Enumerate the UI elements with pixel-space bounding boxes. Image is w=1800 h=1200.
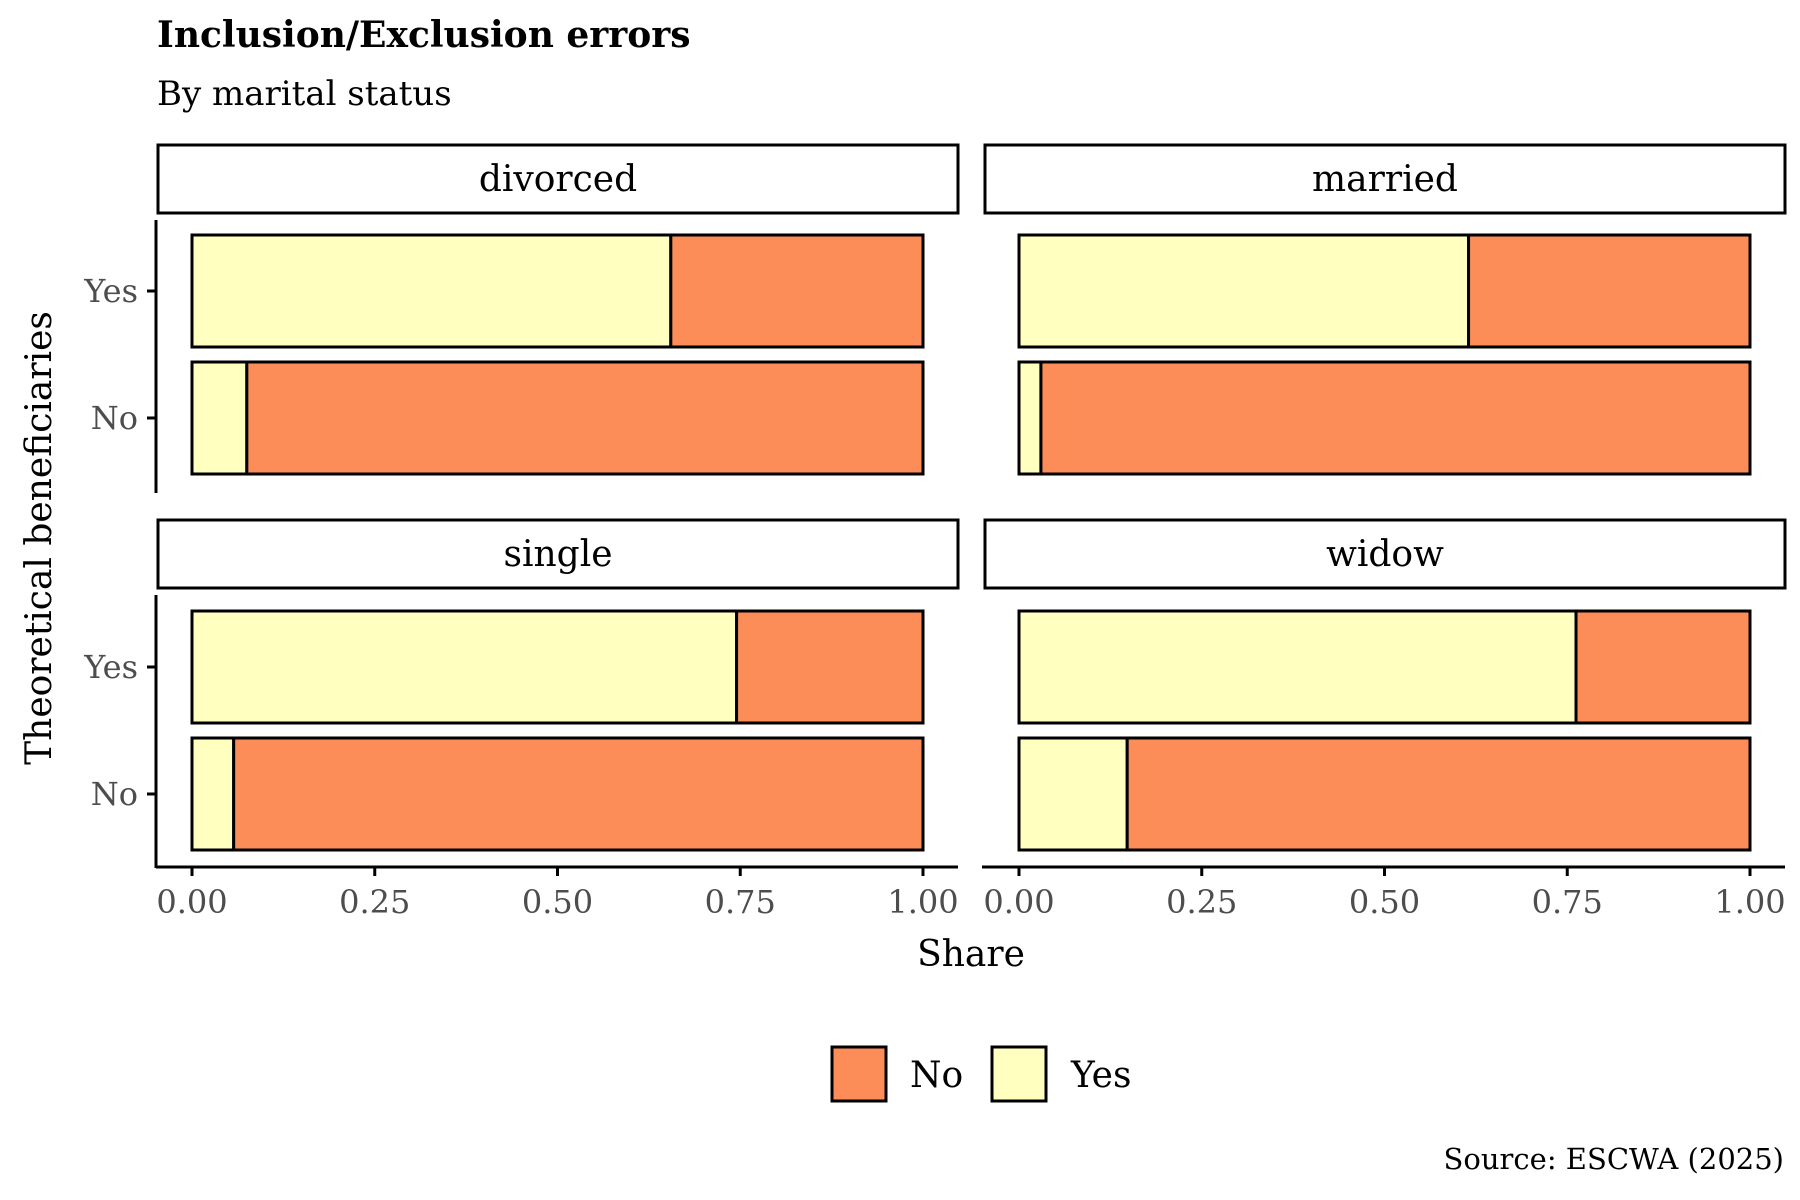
legend-label-no: No <box>910 1055 963 1096</box>
x-tick-label: 0.50 <box>1349 883 1420 921</box>
bar-divorced-no-yes <box>190 360 249 476</box>
bar-widow-no-yes <box>1017 736 1129 852</box>
facet-strip-widow <box>983 518 1787 590</box>
x-axis-title: Share <box>917 934 1025 975</box>
chart-title: Inclusion/Exclusion errors <box>157 14 691 56</box>
y-tick-label-no: No <box>91 775 138 813</box>
legend-swatch-yes <box>990 1045 1048 1103</box>
y-axis-title: Theoretical beneficiaries <box>19 311 60 765</box>
bar-divorced-no-no <box>245 360 925 476</box>
x-tick-label: 0.25 <box>1166 883 1237 921</box>
legend-swatch-no <box>830 1045 888 1103</box>
facet-label-divorced: divorced <box>479 159 637 200</box>
bar-single-no-no <box>232 736 925 852</box>
facet-strip-single <box>156 518 960 590</box>
x-tick-label: 0.25 <box>339 883 410 921</box>
bar-single-yes-no <box>735 609 925 725</box>
bar-married-yes-yes <box>1017 233 1471 349</box>
bar-widow-no-no <box>1125 736 1752 852</box>
chart-subtitle: By marital status <box>157 74 452 114</box>
x-tick-label: 0.75 <box>1532 883 1603 921</box>
bar-divorced-yes-no <box>669 233 925 349</box>
x-tick-label: 0.50 <box>522 883 593 921</box>
facet-label-widow: widow <box>1326 534 1444 575</box>
facet-label-single: single <box>503 534 612 575</box>
legend-label-yes: Yes <box>1070 1055 1131 1096</box>
bar-widow-yes-yes <box>1017 609 1578 725</box>
x-tick-label: 0.00 <box>156 883 227 921</box>
facet-strip-divorced <box>156 143 960 215</box>
bar-widow-yes-no <box>1574 609 1752 725</box>
facet-strip-married <box>983 143 1787 215</box>
y-tick-label-yes: Yes <box>83 648 138 686</box>
y-tick-label-yes: Yes <box>83 272 138 310</box>
x-tick-label: 1.00 <box>1714 883 1785 921</box>
x-tick-label: 1.00 <box>887 883 958 921</box>
bar-divorced-yes-yes <box>190 233 673 349</box>
bar-married-no-yes <box>1017 360 1043 476</box>
y-tick-label-no: No <box>91 399 138 437</box>
chart-caption: Source: ESCWA (2025) <box>1443 1142 1784 1176</box>
x-tick-label: 0.75 <box>705 883 776 921</box>
bar-married-yes-no <box>1467 233 1752 349</box>
x-tick-label: 0.00 <box>983 883 1054 921</box>
bar-married-no-no <box>1039 360 1752 476</box>
bar-single-yes-yes <box>190 609 739 725</box>
bar-single-no-yes <box>190 736 236 852</box>
facet-label-married: married <box>1312 159 1458 200</box>
